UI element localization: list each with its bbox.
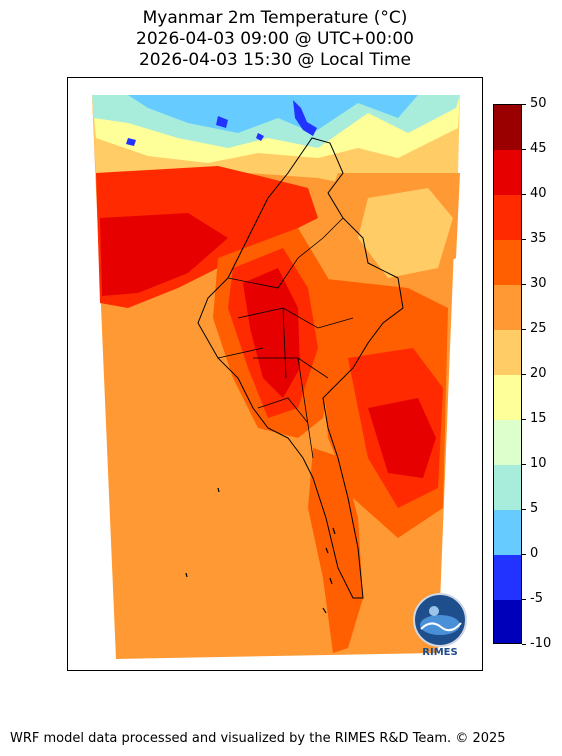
colorbar-tick: [522, 149, 526, 150]
colorbar-segment: [494, 330, 521, 376]
colorbar-tick-label: 0: [530, 546, 539, 561]
colorbar-segment: [494, 555, 521, 601]
colorbar-tick-label: 30: [530, 276, 547, 291]
offshore-islands: [185, 487, 336, 614]
colorbar-tick-label: 45: [530, 141, 547, 156]
country-border: [197, 137, 404, 599]
colorbar-tick-label: 15: [530, 411, 547, 426]
colorbar-tick-label: 25: [530, 321, 547, 336]
colorbar-tick-label: -5: [530, 591, 543, 606]
colorbar-tick-label: -10: [530, 636, 552, 651]
colorbar-tick: [522, 509, 526, 510]
colorbar-segment: [494, 465, 521, 511]
title-line-2: 2026-04-03 09:00 @ UTC+00:00: [136, 29, 414, 49]
colorbar-segment: [494, 195, 521, 241]
colorbar-segment: [494, 600, 521, 643]
title-line-1: Myanmar 2m Temperature (°C): [142, 8, 408, 28]
subzero-patches: [126, 100, 317, 146]
state-borders: [217, 217, 354, 459]
colorbar-segment: [494, 240, 521, 286]
colorbar-tick: [522, 644, 526, 645]
colorbar-segment: [494, 105, 521, 151]
rimes-logo: RIMES: [409, 591, 471, 661]
rimes-globe-logo-icon: [413, 593, 467, 647]
colorbar-tick-label: 10: [530, 456, 547, 471]
colorbar-tick-label: 40: [530, 186, 547, 201]
eastern-extreme-zone: [368, 398, 436, 478]
logo-text: RIMES: [422, 647, 458, 658]
colorbar-tick-label: 35: [530, 231, 547, 246]
western-very-hot-zone: [100, 213, 228, 296]
colorbar-tick: [522, 419, 526, 420]
colorbar-tick-label: 5: [530, 501, 539, 516]
colorbar-tick: [522, 284, 526, 285]
colorbar-segment: [494, 285, 521, 331]
temperature-map: [92, 95, 460, 659]
colorbar-tick: [522, 599, 526, 600]
map-title: Myanmar 2m Temperature (°C) 2026-04-03 0…: [0, 8, 550, 71]
colorbar-segment: [494, 150, 521, 196]
northeast-hot-zone: [358, 188, 453, 278]
colorbar-tick: [522, 464, 526, 465]
title-line-3: 2026-04-03 15:30 @ Local Time: [138, 50, 412, 70]
himalaya-freezing-band: [128, 95, 418, 133]
colorbar-tick: [522, 374, 526, 375]
footer-credit: WRF model data processed and visualized …: [10, 731, 506, 746]
colorbar-segment: [494, 375, 521, 421]
colorbar-segment: [494, 510, 521, 556]
colorbar-segment: [494, 420, 521, 466]
colorbar-tick: [522, 194, 526, 195]
temperature-colorbar: [493, 104, 522, 644]
colorbar-tick: [522, 104, 526, 105]
map-panel: RIMES: [67, 77, 483, 671]
colorbar-tick-label: 50: [530, 96, 547, 111]
colorbar-tick: [522, 554, 526, 555]
colorbar-tick-label: 20: [530, 366, 547, 381]
southern-peninsula-heat: [308, 448, 363, 653]
colorbar-tick: [522, 239, 526, 240]
colorbar-tick: [522, 329, 526, 330]
